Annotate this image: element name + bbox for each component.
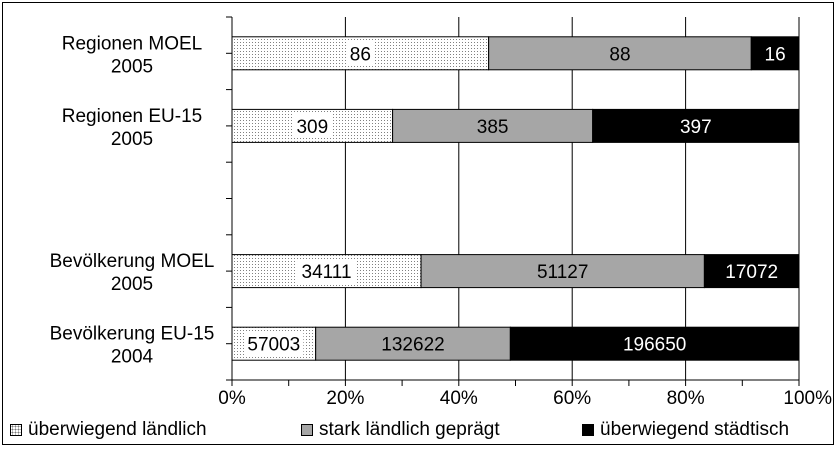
x-tick-label: 40%: [440, 388, 478, 409]
data-label: 34111: [302, 262, 352, 283]
category-label-line: Regionen MOEL: [62, 33, 202, 54]
legend-item-rural: überwiegend ländlich: [10, 419, 207, 441]
x-tick-label: 0%: [218, 388, 246, 409]
data-label: 57003: [247, 335, 300, 356]
axes: 0% 20% 40% 60% 80% 100%Regionen MOEL 2005Regio…: [50, 16, 832, 409]
category-label-line: Regionen EU-15: [62, 106, 202, 127]
data-label-bg: [244, 331, 304, 356]
data-label-bg: [293, 113, 332, 138]
data-label: 196650: [623, 335, 686, 356]
data-label: 385: [477, 117, 509, 138]
bar-segment: [420, 254, 705, 289]
legend-item-mixed: stark ländlich geprägt: [301, 419, 500, 441]
bar-segment: [592, 108, 800, 143]
legend-swatch-black: [582, 424, 594, 436]
x-tick-label: 100%: [783, 388, 832, 409]
bar-segment: [315, 326, 511, 361]
category-label-line: Bevölkerung MOEL: [50, 251, 215, 272]
category-label-line: Bevölkerung EU-15: [50, 324, 215, 345]
category-label-line: 2004: [111, 347, 154, 368]
legend: überwiegend ländlich stark ländlich gepr…: [0, 415, 838, 445]
category-label: Regionen MOEL 2005: [62, 33, 202, 77]
legend-swatch-gray: [301, 424, 313, 436]
category-label: Bevölkerung MOEL 2005: [50, 251, 215, 295]
data-label: 132622: [381, 335, 444, 356]
bars: 86 88 16 309 385 397 34111 51127 17072 57003 13262…: [231, 36, 800, 361]
data-label: 309: [296, 117, 328, 138]
x-tick-label: 20%: [326, 388, 364, 409]
data-label: 88: [609, 44, 630, 65]
category-label-line: 2005: [111, 129, 153, 150]
data-label-bg: [346, 41, 374, 66]
data-label: 86: [350, 44, 371, 65]
legend-swatch-dotted: [10, 424, 22, 436]
legend-label-rural: überwiegend ländlich: [28, 419, 207, 440]
category-label-line: 2005: [111, 56, 153, 77]
legend-label-mixed: stark ländlich geprägt: [319, 419, 500, 440]
data-label: 16: [765, 44, 786, 65]
legend-item-urban: überwiegend städtisch: [582, 419, 789, 441]
legend-label-urban: überwiegend städtisch: [600, 419, 790, 440]
data-label: 51127: [537, 262, 588, 283]
x-tick-label: 80%: [667, 388, 705, 409]
bar-segment: [703, 254, 800, 289]
category-label: Bevölkerung EU-15 2004: [50, 324, 215, 368]
category-label-line: 2005: [111, 274, 153, 295]
category-label: Regionen EU-15 2005: [62, 106, 202, 150]
data-label-bg: [297, 259, 357, 284]
data-label: 17072: [725, 262, 778, 283]
bar-segment: [509, 326, 800, 361]
gridlines: [344, 17, 800, 380]
chart-frame: [2, 2, 834, 445]
bar-segment: [750, 36, 800, 71]
x-tick-label: 60%: [553, 388, 591, 409]
data-label: 397: [680, 117, 712, 138]
